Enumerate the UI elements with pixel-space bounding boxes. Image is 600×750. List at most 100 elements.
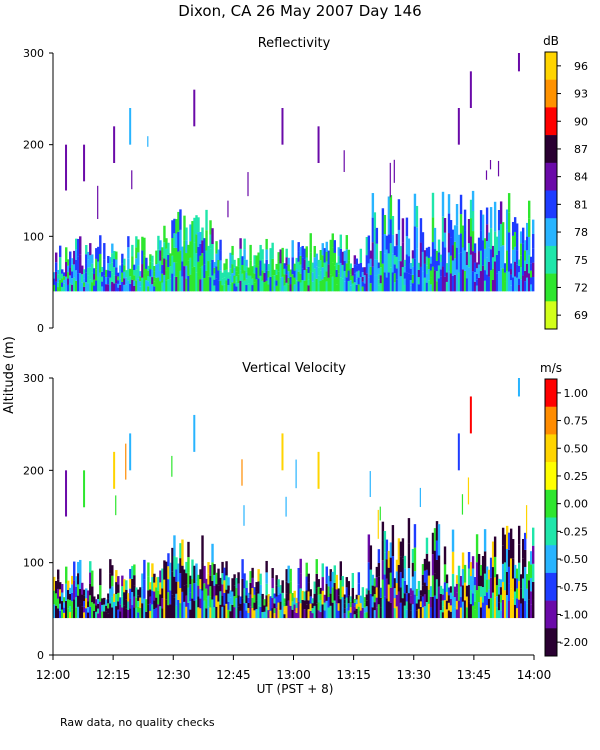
velocity-echo bbox=[387, 550, 391, 568]
velocity-echo bbox=[529, 577, 533, 592]
velocity-echo bbox=[399, 602, 403, 619]
reflectivity-echo bbox=[327, 250, 330, 265]
reflectivity-echo bbox=[275, 269, 278, 275]
reflectivity-echo bbox=[501, 268, 505, 292]
velocity-echo bbox=[439, 585, 443, 594]
velocity-echo bbox=[419, 606, 423, 613]
velocity-echo bbox=[79, 589, 82, 604]
velocity-echo bbox=[331, 587, 334, 603]
velocity-echo bbox=[505, 525, 509, 549]
velocity-echo bbox=[85, 598, 88, 609]
reflectivity-echo bbox=[297, 261, 300, 272]
velocity-echo bbox=[141, 588, 144, 604]
velocity-echo bbox=[501, 581, 505, 601]
velocity-echo bbox=[129, 578, 132, 589]
reflectivity-echo bbox=[463, 270, 467, 292]
reflectivity-echo bbox=[213, 267, 216, 274]
velocity-echo bbox=[391, 525, 395, 557]
velocity-echo bbox=[531, 545, 535, 564]
reflectivity-echo bbox=[141, 277, 144, 292]
reflectivity-echo bbox=[231, 273, 234, 283]
reflectivity-echo bbox=[309, 271, 312, 292]
velocity-echo bbox=[431, 575, 435, 597]
velocity-echo bbox=[445, 574, 449, 584]
reflectivity-echo bbox=[425, 273, 429, 283]
reflectivity-echo bbox=[347, 270, 351, 281]
velocity-echo bbox=[399, 541, 403, 557]
velocity-echo bbox=[287, 565, 290, 584]
velocity-echo bbox=[303, 591, 306, 601]
velocity-echo bbox=[471, 568, 475, 581]
velocity-echo bbox=[521, 578, 525, 599]
reflectivity-echo bbox=[377, 285, 381, 292]
reflectivity-echo bbox=[393, 159, 395, 183]
velocity-echo bbox=[279, 609, 282, 619]
reflectivity-echo bbox=[277, 281, 280, 292]
reflectivity-echo bbox=[185, 253, 188, 266]
reflectivity-echo bbox=[375, 243, 379, 260]
velocity-echo bbox=[319, 587, 322, 594]
velocity-echo bbox=[57, 579, 60, 589]
velocity-echo bbox=[495, 574, 499, 586]
reflectivity-echo bbox=[111, 281, 114, 292]
reflectivity-echo bbox=[437, 239, 441, 253]
reflectivity-echo bbox=[301, 268, 304, 280]
velocity-echo bbox=[407, 518, 411, 544]
velocity-echo bbox=[169, 562, 172, 577]
reflectivity-y-tick-label: 0 bbox=[37, 322, 44, 335]
reflectivity-echo bbox=[113, 275, 116, 284]
reflectivity-echo bbox=[303, 259, 306, 270]
velocity-echo bbox=[157, 576, 160, 591]
reflectivity-echo bbox=[185, 278, 188, 292]
reflectivity-echo bbox=[129, 283, 132, 292]
reflectivity-colorbar-swatch bbox=[545, 107, 557, 136]
velocity-echo bbox=[433, 550, 437, 574]
reflectivity-echo bbox=[133, 264, 136, 270]
velocity-echo bbox=[265, 572, 268, 584]
velocity-echo bbox=[355, 599, 359, 605]
reflectivity-echo bbox=[305, 257, 308, 269]
velocity-echo bbox=[145, 605, 148, 612]
velocity-echo bbox=[227, 577, 230, 586]
reflectivity-echo bbox=[153, 281, 156, 287]
reflectivity-echo bbox=[121, 272, 124, 282]
reflectivity-echo bbox=[521, 275, 525, 292]
velocity-colorbar-swatch bbox=[545, 600, 557, 629]
velocity-echo bbox=[491, 592, 495, 619]
velocity-echo bbox=[525, 588, 529, 604]
reflectivity-echo bbox=[221, 278, 224, 286]
velocity-echo bbox=[153, 582, 156, 592]
reflectivity-echo bbox=[367, 249, 371, 264]
reflectivity-echo bbox=[55, 262, 58, 272]
velocity-echo bbox=[175, 593, 178, 606]
velocity-echo bbox=[115, 606, 118, 619]
velocity-echo bbox=[109, 603, 112, 619]
velocity-echo bbox=[417, 608, 421, 619]
reflectivity-echo bbox=[253, 273, 256, 283]
velocity-echo bbox=[369, 593, 373, 619]
velocity-echo bbox=[515, 598, 519, 609]
reflectivity-echo bbox=[115, 267, 118, 276]
reflectivity-echo bbox=[177, 271, 180, 292]
velocity-echo bbox=[515, 588, 519, 599]
velocity-colorbar-label: 0.50 bbox=[564, 442, 589, 455]
reflectivity-echo bbox=[189, 224, 192, 242]
reflectivity-echo bbox=[57, 282, 60, 288]
velocity-echo bbox=[161, 608, 164, 619]
reflectivity-echo bbox=[69, 275, 72, 284]
reflectivity-echo bbox=[437, 252, 441, 266]
velocity-echo bbox=[425, 569, 429, 586]
velocity-echo bbox=[353, 614, 357, 619]
x-tick-label: 12:00 bbox=[36, 668, 71, 682]
reflectivity-echo bbox=[327, 277, 330, 292]
reflectivity-echo bbox=[87, 283, 90, 292]
velocity-echo bbox=[495, 607, 499, 619]
velocity-echo bbox=[403, 605, 407, 619]
velocity-echo bbox=[435, 521, 439, 541]
velocity-echo bbox=[67, 590, 70, 600]
velocity-y-tick-label: 200 bbox=[23, 464, 44, 477]
velocity-echo bbox=[417, 580, 421, 591]
velocity-echo bbox=[371, 596, 375, 608]
velocity-echo bbox=[411, 548, 415, 563]
